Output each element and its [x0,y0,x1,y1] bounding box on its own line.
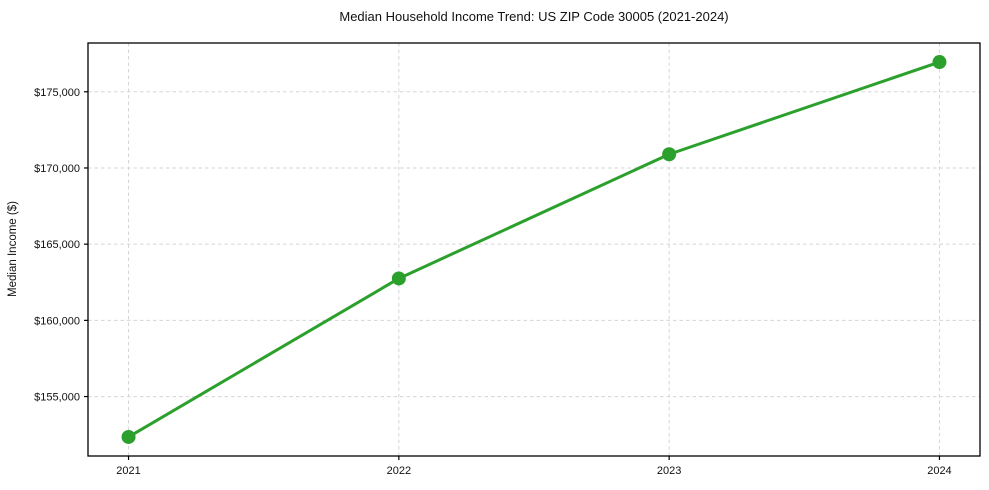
x-tick-label: 2021 [116,465,140,477]
plot-border [87,42,981,457]
data-point-marker [121,429,136,444]
y-tick-label: $160,000 [34,315,80,327]
y-tick-label: $170,000 [34,163,80,175]
data-point-marker [932,55,947,70]
trend-line [127,60,941,439]
chart-title: Median Household Income Trend: US ZIP Co… [339,9,729,24]
y-tick-label: $155,000 [34,392,80,404]
x-tick-label: 2023 [657,465,681,477]
x-tick-label: 2022 [387,465,411,477]
y-axis-label: Median Income ($) [7,201,19,297]
data-point-marker [391,271,406,286]
y-tick-label: $175,000 [34,87,80,99]
data-point-marker [662,147,677,162]
x-tick-label: 2024 [927,465,951,477]
y-tick-label: $165,000 [34,239,80,251]
